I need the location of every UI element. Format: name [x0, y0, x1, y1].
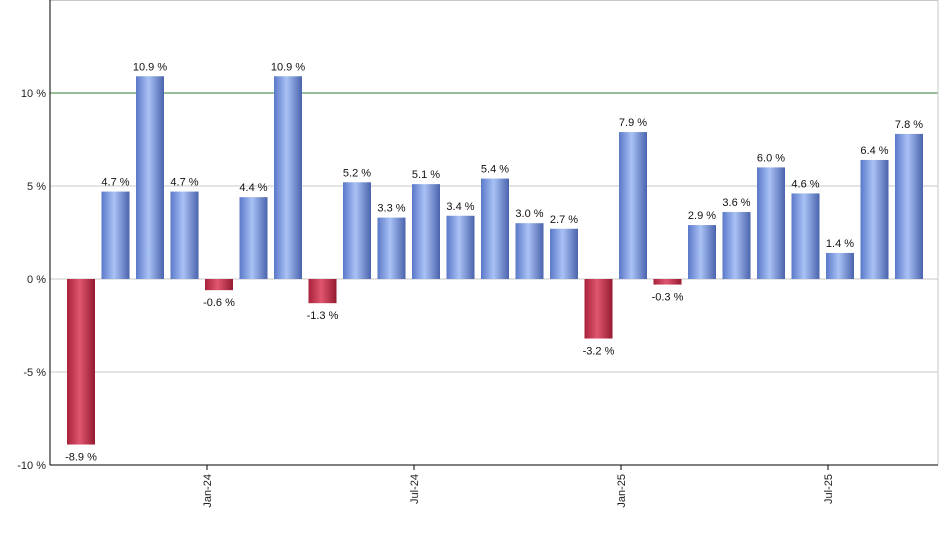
bar	[170, 191, 199, 279]
data-label: -0.6 %	[203, 297, 235, 309]
bar	[481, 178, 509, 279]
data-label: 6.0 %	[757, 152, 785, 164]
data-labels: -8.9 % 4.7 % 10.9 % 4.7 % -0.6 % 4.4 % 10.9 % -…	[65, 61, 923, 463]
x-tick-label: Jul-25	[823, 474, 835, 504]
bar	[791, 193, 820, 279]
bar	[653, 279, 682, 285]
bar	[826, 252, 854, 279]
axes: 10 % 5 % 0 % -5 % -10 % Jan-24 Jul-24 Jan-25 Jul…	[17, 0, 938, 508]
data-label: 3.6 %	[722, 197, 750, 209]
data-label: -0.3 %	[652, 292, 684, 304]
bar	[515, 223, 544, 279]
bar	[619, 132, 647, 279]
data-label: 1.4 %	[826, 238, 854, 250]
data-label: 3.0 %	[515, 208, 543, 220]
bar	[274, 76, 302, 279]
data-label: 4.4 %	[239, 182, 267, 194]
y-tick-label: -5 %	[23, 367, 46, 379]
bar	[895, 133, 923, 279]
data-label: 2.9 %	[688, 210, 716, 222]
data-label: -3.2 %	[583, 346, 615, 358]
data-label: 7.9 %	[619, 117, 647, 129]
x-tick-label: Jan-24	[202, 474, 214, 508]
bar	[860, 159, 889, 279]
data-label: 2.7 %	[550, 214, 578, 226]
bar	[446, 215, 475, 279]
bars	[67, 76, 923, 445]
data-label: 10.9 %	[133, 61, 167, 73]
data-label: 7.8 %	[895, 119, 923, 131]
data-label: 10.9 %	[271, 61, 305, 73]
data-label: 3.3 %	[377, 203, 405, 215]
x-tick-label: Jul-24	[409, 474, 421, 504]
data-label: 5.4 %	[481, 164, 509, 176]
y-tick-label: -10 %	[17, 460, 46, 472]
bar	[136, 76, 164, 279]
data-label: 5.1 %	[412, 169, 440, 181]
data-label: -8.9 %	[65, 452, 97, 464]
bar	[377, 217, 406, 279]
data-label: 5.2 %	[343, 167, 371, 179]
bar	[688, 225, 716, 279]
bar	[239, 197, 268, 279]
bar	[343, 182, 371, 279]
bar	[584, 279, 613, 339]
data-label: 4.7 %	[101, 177, 129, 189]
bar	[205, 279, 233, 291]
bar	[308, 279, 337, 304]
y-tick-label: 5 %	[27, 181, 46, 193]
data-label: 6.4 %	[860, 145, 888, 157]
bar	[722, 212, 751, 279]
y-tick-label: 0 %	[27, 274, 46, 286]
data-label: 4.6 %	[791, 178, 819, 190]
data-label: 4.7 %	[170, 177, 198, 189]
y-tick-label: 10 %	[21, 88, 46, 100]
x-tick-label: Jan-25	[616, 474, 628, 508]
data-label: 3.4 %	[446, 201, 474, 213]
data-label: -1.3 %	[307, 310, 339, 322]
bar	[550, 228, 578, 279]
bar	[412, 184, 440, 279]
bar	[757, 167, 785, 279]
bar	[101, 191, 130, 279]
bar	[67, 279, 95, 445]
